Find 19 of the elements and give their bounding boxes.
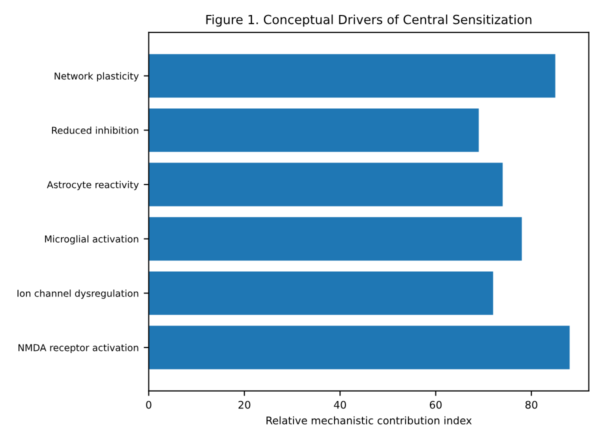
x-tick-label: 0 — [146, 400, 152, 409]
bar — [148, 217, 522, 261]
y-tick-label: Microglial activation — [45, 235, 138, 244]
y-tick-label: Astrocyte reactivity — [46, 180, 139, 190]
chart-title: Figure 1. Conceptual Drivers of Central Sensitization — [206, 14, 532, 27]
bar — [148, 108, 479, 152]
bar — [148, 54, 556, 98]
x-tick-label: 80 — [525, 400, 538, 409]
bar — [148, 162, 503, 206]
x-tick-label: 20 — [238, 400, 250, 409]
x-tick-label: 60 — [430, 400, 442, 409]
x-tick-label: 40 — [334, 400, 346, 409]
y-tick-label: NMDA receptor activation — [18, 344, 138, 354]
y-tick-label: Ion channel dysregulation — [18, 290, 138, 299]
x-axis-title: Relative mechanistic contribution index — [266, 416, 472, 424]
bar — [148, 271, 494, 315]
y-tick-label: Network plasticity — [54, 72, 139, 82]
bar — [148, 326, 570, 370]
y-tick-label: Reduced inhibition — [52, 126, 138, 134]
